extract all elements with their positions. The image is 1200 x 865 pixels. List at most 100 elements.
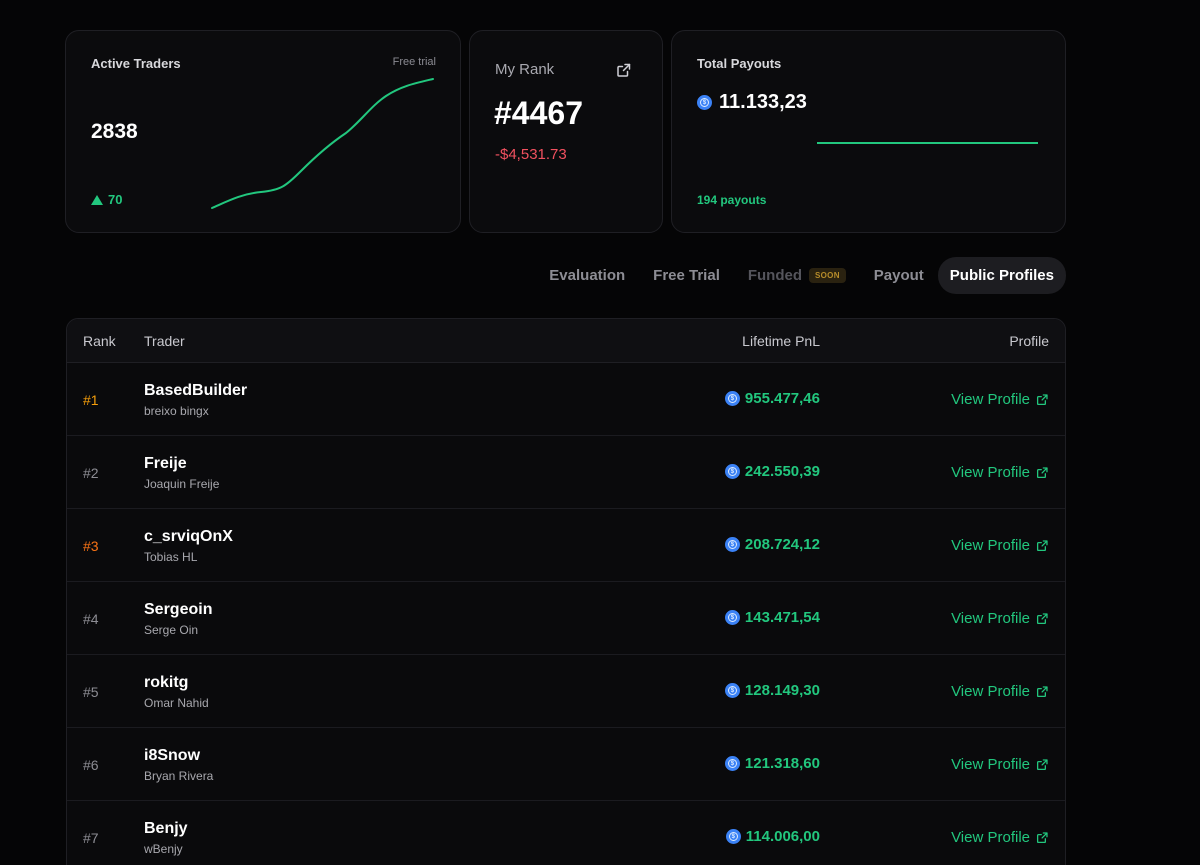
- table-row: #4 Sergeoin Serge Oin $143.471,54 View Profi…: [67, 582, 1065, 655]
- leaderboard-tabs: Evaluation Free Trial Funded SOON Payout…: [535, 257, 1066, 294]
- total-payouts-count: 194 payouts: [697, 193, 767, 207]
- table-body: #1 BasedBuilder breixo bingx $955.477,46 Vie…: [67, 363, 1065, 865]
- usdc-coin-icon: $: [724, 391, 740, 406]
- view-profile-link[interactable]: View Profile: [951, 537, 1049, 554]
- lifetime-pnl-value: 208.724,12: [744, 536, 820, 553]
- total-payouts-value: 11.133,23: [719, 91, 807, 113]
- usdc-coin-icon: $: [724, 683, 740, 698]
- lifetime-pnl-value: 143.471,54: [744, 609, 820, 626]
- trader-name: Benjy: [144, 820, 188, 837]
- external-link-icon: [1036, 759, 1048, 771]
- tab-free-trial[interactable]: Free Trial: [639, 257, 734, 294]
- trader-subname: Serge Oin: [144, 623, 199, 637]
- view-profile-label: View Profile: [951, 610, 1030, 627]
- lifetime-pnl-value: 242.550,39: [744, 463, 820, 480]
- total-payouts-card: Total Payouts $ 11.133,23 194 payouts: [671, 30, 1066, 233]
- header-lifetime-pnl: Lifetime PnL: [742, 333, 820, 349]
- view-profile-label: View Profile: [951, 683, 1030, 700]
- usdc-coin-icon: $: [724, 464, 740, 479]
- view-profile-link[interactable]: View Profile: [951, 829, 1049, 846]
- table-row: #3 c_srviqOnX Tobias HL $208.724,12 View Pro…: [67, 509, 1065, 582]
- my-rank-card: My Rank #4467 -$4,531.73: [469, 30, 663, 233]
- lifetime-pnl-value: 121.318,60: [744, 755, 820, 772]
- view-profile-link[interactable]: View Profile: [951, 464, 1049, 481]
- active-traders-trend-line: [211, 78, 434, 209]
- trader-name: c_srviqOnX: [144, 528, 233, 545]
- row-rank: #5: [83, 684, 99, 700]
- total-payouts-trend-line: [817, 142, 1038, 144]
- view-profile-label: View Profile: [951, 829, 1030, 846]
- row-rank: #6: [83, 757, 99, 773]
- usdc-coin-icon: $: [724, 537, 740, 552]
- row-rank: #2: [83, 465, 99, 481]
- row-rank: #4: [83, 611, 99, 627]
- trader-name: Freije: [144, 455, 187, 472]
- my-rank-value: #4467: [494, 95, 583, 131]
- view-profile-label: View Profile: [951, 464, 1030, 481]
- trader-subname: wBenjy: [144, 842, 183, 856]
- row-rank: #7: [83, 830, 99, 846]
- trader-name: rokitg: [144, 674, 189, 691]
- usdc-coin-icon: $: [725, 829, 741, 844]
- tab-public-profiles[interactable]: Public Profiles: [937, 257, 1066, 294]
- active-traders-delta: 70: [91, 192, 122, 207]
- trader-subname: Omar Nahid: [144, 696, 209, 710]
- view-profile-label: View Profile: [951, 391, 1030, 408]
- usdc-coin-icon: $: [724, 756, 740, 771]
- tab-label: Evaluation: [549, 267, 626, 284]
- total-payouts-label: Total Payouts: [697, 56, 782, 71]
- lifetime-pnl: $955.477,46: [724, 390, 820, 407]
- total-payouts-amount: $ 11.133,23: [697, 91, 807, 114]
- lifetime-pnl: $242.550,39: [724, 463, 820, 480]
- tab-funded[interactable]: Funded SOON: [734, 257, 860, 294]
- view-profile-link[interactable]: View Profile: [951, 610, 1049, 627]
- active-traders-delta-value: 70: [108, 192, 123, 207]
- lifetime-pnl: $121.318,60: [724, 755, 820, 772]
- view-profile-link[interactable]: View Profile: [951, 391, 1049, 408]
- lifetime-pnl-value: 955.477,46: [744, 390, 820, 407]
- table-row: #7 Benjy wBenjy $114.006,00 View Profile: [67, 801, 1065, 865]
- lifetime-pnl-value: 114.006,00: [745, 828, 820, 845]
- usdc-coin-icon: $: [724, 610, 740, 625]
- my-rank-pnl: -$4,531.73: [495, 146, 567, 163]
- trader-subname: Joaquin Freije: [144, 477, 220, 491]
- tab-evaluation[interactable]: Evaluation: [535, 257, 639, 294]
- leaderboard-table: Rank Trader Lifetime PnL Profile #1 Based…: [66, 318, 1066, 865]
- usdc-coin-icon: $: [697, 95, 712, 110]
- lifetime-pnl: $114.006,00: [725, 828, 820, 845]
- view-profile-link[interactable]: View Profile: [951, 683, 1049, 700]
- active-traders-card: Active Traders Free trial 2838 70: [65, 30, 461, 233]
- soon-badge: SOON: [809, 268, 846, 283]
- table-row: #1 BasedBuilder breixo bingx $955.477,46 Vie…: [67, 363, 1065, 436]
- trader-name: Sergeoin: [144, 601, 213, 618]
- lifetime-pnl-value: 128.149,30: [744, 682, 820, 699]
- trader-name: i8Snow: [144, 747, 201, 764]
- view-profile-label: View Profile: [951, 537, 1030, 554]
- lifetime-pnl: $143.471,54: [724, 609, 820, 626]
- header-trader: Trader: [144, 333, 185, 349]
- tab-label: Public Profiles: [949, 267, 1054, 284]
- row-rank: #3: [83, 538, 99, 554]
- external-link-icon[interactable]: [616, 62, 632, 78]
- external-link-icon: [1036, 540, 1048, 552]
- row-rank: #1: [83, 392, 99, 408]
- active-traders-label: Active Traders: [91, 56, 181, 71]
- my-rank-label: My Rank: [495, 61, 555, 78]
- table-header: Rank Trader Lifetime PnL Profile: [67, 319, 1065, 363]
- table-row: #6 i8Snow Bryan Rivera $121.318,60 View Prof…: [67, 728, 1065, 801]
- external-link-icon: [1036, 394, 1048, 406]
- external-link-icon: [1036, 613, 1048, 625]
- external-link-icon: [1036, 467, 1048, 479]
- external-link-icon: [1036, 686, 1048, 698]
- triangle-up-icon: [91, 194, 103, 205]
- lifetime-pnl: $208.724,12: [724, 536, 820, 553]
- trader-subname: breixo bingx: [144, 404, 209, 418]
- view-profile-label: View Profile: [951, 756, 1030, 773]
- view-profile-link[interactable]: View Profile: [951, 756, 1049, 773]
- trader-name: BasedBuilder: [144, 382, 248, 399]
- tab-payout[interactable]: Payout: [860, 257, 938, 294]
- table-row: #5 rokitg Omar Nahid $128.149,30 View Profil…: [67, 655, 1065, 728]
- trader-subname: Bryan Rivera: [144, 769, 214, 783]
- free-trial-tag: Free trial: [392, 56, 436, 68]
- header-rank: Rank: [83, 333, 116, 349]
